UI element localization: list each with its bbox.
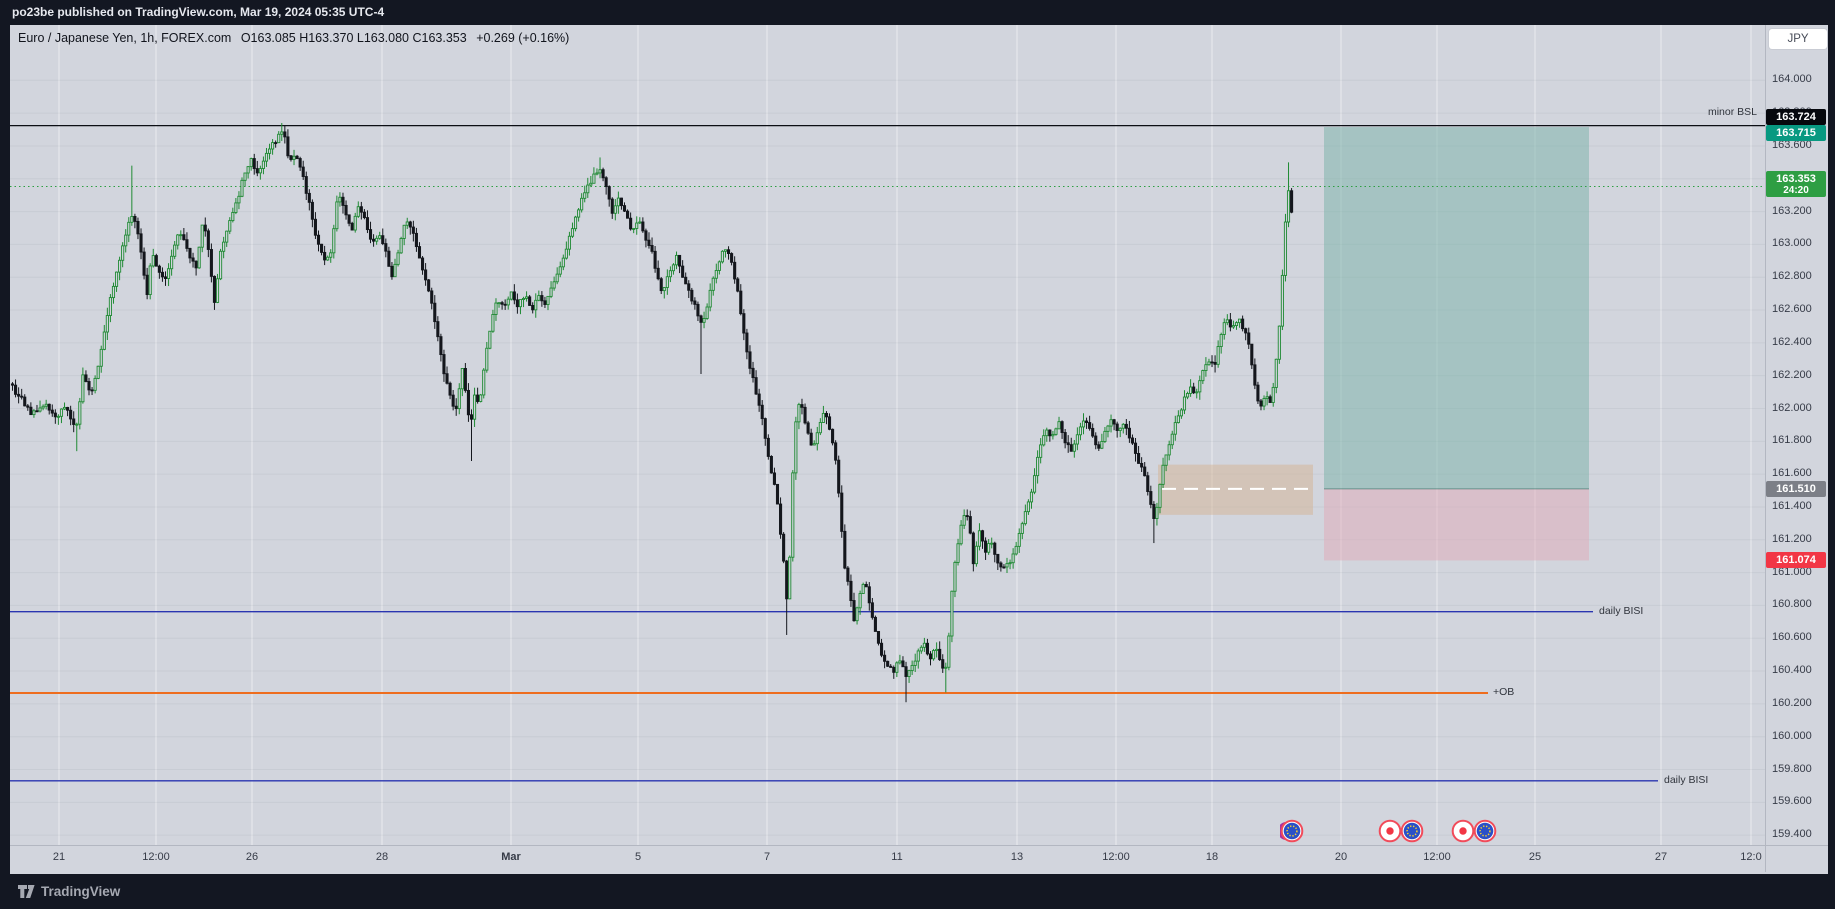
symbol-header: Euro / Japanese Yen, 1h, FOREX.com O163.… [18, 31, 575, 45]
price-tick-label: 161.800 [1772, 434, 1812, 447]
time-label-120: 12:0 [1740, 851, 1762, 863]
time-label-25: 25 [1528, 851, 1542, 863]
price-tick-label: 163.000 [1772, 237, 1812, 250]
publish-bar: po23be published on TradingView.com, Mar… [0, 0, 1835, 25]
japan-flag-event-icon[interactable] [1378, 819, 1402, 843]
eu-flag-event-icon[interactable] [1473, 819, 1497, 843]
time-label-1200: 12:00 [1423, 851, 1451, 863]
price-tick-label: 160.200 [1772, 696, 1812, 709]
time-axis-separator [10, 845, 1828, 846]
price-tick-label: 162.400 [1772, 335, 1812, 348]
price-tick-label: 161.400 [1772, 499, 1812, 512]
tradingview-logo-text: TradingView [41, 884, 121, 899]
reward-zone-box[interactable] [1324, 127, 1589, 489]
time-label-11: 11 [891, 851, 903, 863]
time-label-7: 7 [763, 851, 771, 863]
price-tick-label: 161.200 [1772, 532, 1812, 545]
change-value: +0.269 (+0.16%) [476, 31, 570, 45]
price-tick-label: 162.200 [1772, 368, 1812, 381]
attribution-bar[interactable]: TradingView [18, 884, 120, 899]
price-tick-label: 159.800 [1772, 762, 1812, 775]
eu-flag-event-icon[interactable] [1277, 819, 1304, 843]
price-tick-label: 162.800 [1772, 270, 1812, 283]
price-tick-label: 164.000 [1772, 73, 1812, 86]
price-tick-label: 159.600 [1772, 795, 1812, 808]
currency-button[interactable]: JPY [1769, 29, 1827, 49]
symbol-title[interactable]: Euro / Japanese Yen, 1h, FOREX.com [18, 31, 232, 45]
price-tick-label: 160.000 [1772, 729, 1812, 742]
time-label-1200: 12:00 [142, 851, 170, 863]
time-label-26: 26 [245, 851, 259, 863]
ohlc-values: O163.085 H163.370 L163.080 C163.353 [240, 31, 467, 45]
price-tick-label: 159.400 [1772, 828, 1812, 841]
price-marker-161.510: 161.510 [1766, 481, 1826, 497]
time-label-27: 27 [1654, 851, 1668, 863]
price-tick-label: 162.000 [1772, 401, 1812, 414]
price-tick-label: 160.400 [1772, 664, 1812, 677]
level-lines[interactable] [10, 124, 1765, 782]
time-label-13: 13 [1010, 851, 1024, 863]
tradingview-logo-icon [18, 884, 35, 898]
price-tick-label: 160.800 [1772, 598, 1812, 611]
risk-zone-box[interactable] [1324, 488, 1589, 561]
price-tick-label: 163.600 [1772, 138, 1812, 151]
publish-text: po23be published on TradingView.com, Mar… [12, 5, 385, 19]
price-axis-separator [1765, 25, 1766, 872]
time-label-20: 20 [1334, 851, 1348, 863]
price-tick-label: 163.200 [1772, 204, 1812, 217]
time-label-Mar: Mar [501, 851, 521, 863]
japan-flag-event-icon[interactable] [1451, 819, 1475, 843]
time-label-1200: 12:00 [1102, 851, 1130, 863]
time-label-28: 28 [375, 851, 389, 863]
time-label-18: 18 [1205, 851, 1219, 863]
price-marker-163.715: 163.715 [1766, 125, 1826, 141]
price-tick-label: 160.600 [1772, 631, 1812, 644]
price-tick-label: 161.000 [1772, 565, 1812, 578]
time-label-5: 5 [634, 851, 642, 863]
price-tick-label: 162.600 [1772, 303, 1812, 316]
drawing-boxes[interactable] [1158, 127, 1589, 561]
price-marker-163.724: 163.724 [1766, 109, 1826, 125]
price-marker-161.074: 161.074 [1766, 552, 1826, 568]
price-marker-163.353: 163.353 24:20 [1766, 171, 1826, 197]
time-label-21: 21 [52, 851, 66, 863]
price-tick-label: 161.600 [1772, 467, 1812, 480]
candlesticks [10, 122, 1294, 703]
eu-flag-event-icon[interactable] [1400, 819, 1424, 843]
